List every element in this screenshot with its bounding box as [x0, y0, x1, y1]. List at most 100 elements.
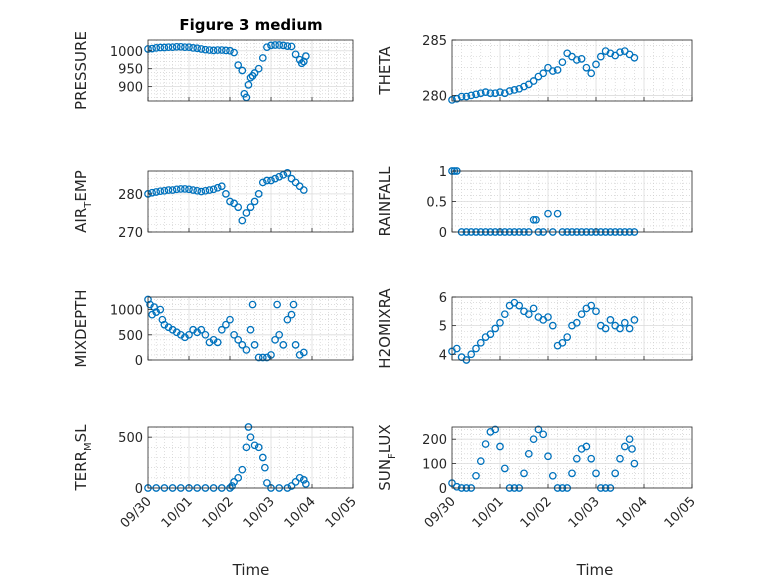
data-point — [625, 324, 634, 333]
data-point — [548, 67, 557, 75]
data-point — [275, 41, 284, 49]
data-point — [273, 300, 281, 309]
data-point — [481, 88, 490, 96]
y-axis-label: SUNFLUX — [376, 424, 398, 490]
data-point — [164, 43, 173, 52]
subplot-2: 280 285 THETA — [376, 34, 693, 104]
data-point — [258, 353, 267, 362]
data-point — [592, 307, 600, 316]
data-point — [244, 81, 253, 89]
data-point — [291, 478, 300, 486]
data-point — [291, 341, 300, 349]
data-point — [254, 353, 263, 362]
data-point — [481, 440, 490, 448]
data-point — [568, 469, 576, 478]
data-point — [467, 91, 476, 100]
y-tick-label: 950 — [118, 63, 143, 78]
y-tick-label: 6 — [439, 291, 447, 306]
data-point — [160, 186, 169, 195]
data-point — [254, 64, 263, 73]
data-point — [625, 435, 634, 444]
data-point — [201, 330, 210, 339]
data-point — [534, 425, 543, 434]
data-point — [168, 186, 177, 194]
data-point — [205, 46, 214, 54]
x-tick-label: 10/05 — [323, 494, 360, 531]
data-point — [472, 90, 480, 99]
data-point — [238, 341, 247, 349]
data-point — [267, 41, 275, 50]
data-point — [582, 63, 591, 72]
data-point — [616, 48, 624, 57]
axes-frame — [147, 170, 354, 233]
data-point — [548, 321, 557, 330]
axes-frame — [451, 39, 693, 102]
data-point — [181, 43, 189, 52]
data-point — [258, 54, 267, 62]
data-point — [238, 216, 247, 225]
data-point — [201, 186, 210, 195]
data-point — [205, 186, 214, 194]
y-tick-label: 500 — [118, 431, 143, 446]
data-point — [472, 344, 480, 353]
x-tick-label: 09/30 — [118, 494, 155, 531]
data-point — [156, 305, 165, 314]
data-point — [234, 61, 243, 69]
data-point — [611, 469, 620, 478]
axes-background — [452, 427, 692, 488]
data-point — [283, 169, 292, 177]
data-point — [529, 304, 538, 313]
data-point — [267, 176, 275, 185]
data-point — [616, 454, 624, 463]
data-point — [287, 42, 296, 51]
data-point — [587, 69, 596, 78]
data-point — [553, 209, 562, 218]
y-axis-label: H2OMIXRA — [376, 288, 394, 369]
data-point — [254, 190, 263, 198]
data-point — [558, 58, 567, 67]
axes-frame — [147, 426, 354, 489]
data-point — [291, 50, 300, 59]
data-point — [486, 89, 495, 98]
data-point — [500, 464, 509, 473]
data-point — [491, 425, 500, 434]
data-point — [226, 315, 234, 324]
data-point — [582, 442, 591, 451]
y-tick-label: 280 — [422, 89, 447, 104]
data-point — [222, 46, 230, 55]
data-point — [476, 89, 485, 98]
data-point — [185, 185, 193, 194]
data-point — [201, 45, 210, 54]
subplot-6: 4 5 6 H2OMIXRA — [376, 288, 693, 369]
data-point — [160, 43, 169, 52]
x-tick-label: 10/01 — [159, 494, 196, 531]
y-axis-label: MIXDEPTH — [72, 289, 90, 367]
x-axis-label-left: Time — [232, 561, 270, 579]
axes-frame — [147, 296, 354, 361]
data-point — [295, 182, 304, 191]
data-point — [168, 43, 177, 52]
data-point — [592, 469, 600, 478]
data-point — [496, 318, 504, 327]
data-point — [275, 172, 284, 181]
data-point — [230, 48, 238, 57]
data-point — [279, 170, 288, 179]
data-point — [299, 186, 308, 194]
data-point — [217, 46, 226, 54]
data-point — [577, 310, 586, 319]
data-point — [592, 60, 600, 69]
data-point — [539, 69, 548, 78]
data-point — [452, 482, 461, 491]
subplot-1: 900 950 1000 PRESSURE — [72, 31, 354, 110]
y-tick-label: 1000 — [110, 45, 143, 60]
y-tick-label: 0.5 — [426, 196, 447, 211]
x-tick-label: 10/03 — [566, 494, 603, 531]
data-point — [226, 46, 234, 55]
data-point — [520, 469, 528, 478]
data-point — [263, 479, 271, 487]
data-point — [539, 430, 548, 439]
data-point — [234, 473, 243, 482]
data-point — [524, 449, 533, 458]
data-point — [472, 471, 480, 480]
